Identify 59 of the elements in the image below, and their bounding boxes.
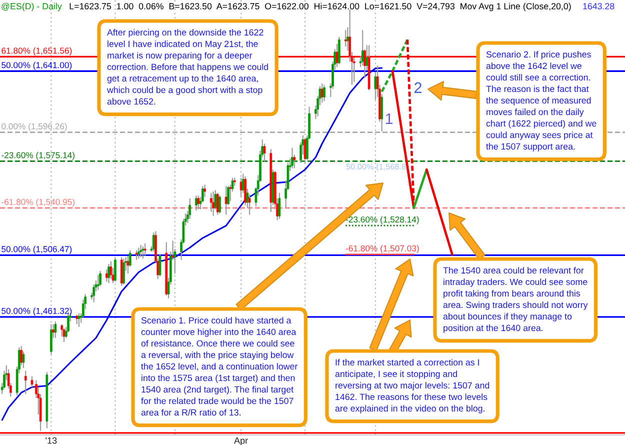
candlestick (24, 370, 27, 395)
series-label: -61.80% (1,507.03) (346, 245, 419, 254)
annotation: 50.00% (1,568.8 (346, 164, 406, 172)
candlestick (78, 312, 80, 328)
candlestick (62, 328, 66, 343)
candlestick (120, 256, 123, 286)
candlestick (108, 263, 110, 284)
candlestick (323, 84, 326, 102)
candlestick (99, 270, 102, 286)
candlestick (344, 30, 347, 48)
candlestick (158, 254, 162, 277)
candlestick (304, 138, 306, 164)
candlestick (263, 143, 266, 162)
candlestick (50, 324, 52, 355)
candlestick (338, 36, 340, 65)
series-label: -23.60% (1,528.14) (346, 216, 419, 224)
candlestick (142, 246, 144, 260)
candlestick (188, 198, 192, 220)
chart-title: @ES(D) - Daily (2, 2, 62, 12)
candlestick (291, 147, 294, 169)
candlestick (140, 244, 142, 258)
candlestick (244, 176, 246, 206)
candlestick (197, 195, 200, 210)
annotation: 1643.28 (583, 3, 614, 10)
x-tick-label: '13 (46, 437, 57, 444)
ref-line-label: -61.80% (1,540.95) (2, 198, 74, 207)
candlestick (195, 195, 198, 212)
chart-subtitle: L=1623.75 1.00 0.06% B=1623.50 A=1623.75 O=1622.00 Hi=1624.00 Lo=1621.50 V=24,793 Mov Avg 1 Line (Close,20,0) (70, 2, 571, 12)
x-tick-label: Apr (234, 437, 248, 445)
candlestick (96, 274, 100, 291)
candlestick (278, 192, 281, 220)
ref-line-label: 50.00% (1,461.32) (2, 308, 72, 316)
text: Scenario 2. If price pushes above the 1642 level we could still see a correction. The reason is the fact that the sequence of measured moves failed on the daily chart (1622 pierced) and we could anyway sees price at the 1507 support area. (486, 51, 596, 152)
candlestick (240, 177, 242, 198)
candlestick (110, 260, 112, 280)
annotation: If the market started a correction as I anticipate, I see it stopping and reversing at two major levels: 1507 and 1462. The reasons for these two levels are explained in the video on the blog. (335, 359, 490, 414)
candlestick (216, 192, 219, 216)
candlestick (114, 256, 116, 282)
candlestick (137, 247, 140, 260)
ref-line-label: -23.60% (1,575.14) (2, 152, 74, 160)
ref-line-label: 0.00% (1,596.26) (2, 123, 67, 132)
candlestick (144, 242, 146, 256)
candlestick (210, 192, 212, 213)
candlestick (224, 185, 228, 216)
candlestick (76, 314, 78, 325)
annotation: The 1540 area could be relevant for intraday traders. We could see some profit taking from bears around this area. Swing traders should not worry about bounces if they manage to position at the 1640 area. (443, 267, 588, 333)
candlestick (54, 320, 57, 338)
ref-line-label: 61.80% (1,651.56) (2, 47, 72, 56)
annotation: 1 (386, 113, 393, 124)
annotation: 2 (414, 82, 422, 93)
annotation: After piercing on the downside the 1622 level I have indicated on May 21st, the market is now preparing for a deeper correction. Before that happens we could get a retracement up to the 1640 area, which could be a good short with a stop above 1652. (106, 29, 268, 105)
candlestick (122, 258, 125, 286)
candlestick (218, 195, 221, 214)
candlestick (320, 82, 324, 104)
candlestick (135, 250, 138, 260)
ref-line-label: 50.00% (1,506.47) (2, 246, 72, 254)
text: Scenario 1. Price could have started a counter move higher into the 1640 area of resistance. Once there we could see a reversal, with the price staying below the 1652 level, and a continuation lower into the 1575 area (1st target) and then 1540 area (2nd target). The final target for the related trade would be the 1507 area for a R/R ratio of 13. (141, 317, 298, 416)
ref-line-label: 50.00% (1,641.00) (2, 62, 72, 70)
candlestick (92, 284, 96, 303)
